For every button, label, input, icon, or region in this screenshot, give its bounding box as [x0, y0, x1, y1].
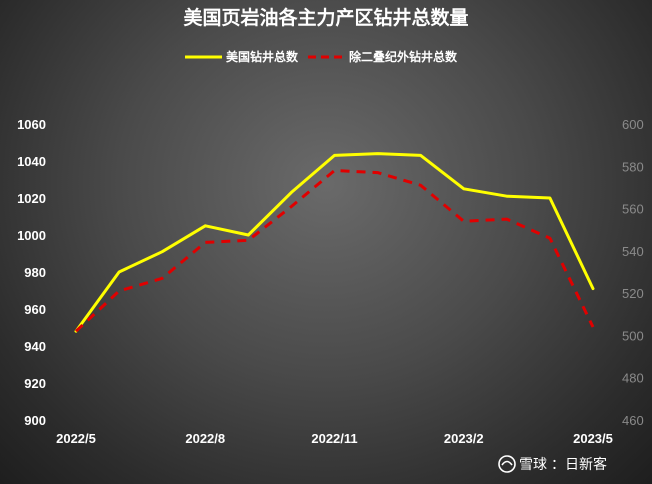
x-tick-label: 2023/2 — [444, 431, 484, 446]
y-right-tick-label: 500 — [622, 328, 644, 343]
series-line-us-total — [74, 152, 595, 333]
y-left-tick-label: 1040 — [17, 154, 46, 169]
y-right-tick-label: 460 — [622, 413, 644, 428]
x-tick-label: 2023/5 — [573, 431, 613, 446]
y-left-tick-label: 920 — [24, 376, 46, 391]
y-right-tick-label: 560 — [622, 202, 644, 217]
watermark-brand: 雪球 — [519, 456, 547, 472]
plot-area — [74, 152, 595, 333]
y-axis-left: 900 920 940 960 980 1000 1020 1040 1060 — [17, 117, 46, 428]
x-tick-label: 2022/11 — [311, 431, 357, 446]
y-left-tick-label: 900 — [24, 413, 46, 428]
x-tick-label: 2022/5 — [56, 431, 96, 446]
series-line-ex-permian — [74, 169, 595, 333]
legend-label-ex-permian: 除二叠纪外钻井总数 — [349, 49, 458, 64]
y-left-tick-label: 960 — [24, 302, 46, 317]
y-right-tick-label: 520 — [622, 286, 644, 301]
y-right-tick-label: 580 — [622, 159, 644, 174]
chart-title: 美国页岩油各主力产区钻井总数量 — [183, 6, 468, 29]
y-left-tick-label: 940 — [24, 339, 46, 354]
x-tick-label: 2022/8 — [185, 431, 225, 446]
y-left-tick-label: 980 — [24, 265, 46, 280]
y-left-tick-label: 1060 — [17, 117, 46, 132]
x-axis: 2022/5 2022/8 2022/11 2023/2 2023/5 — [56, 431, 613, 446]
y-axis-right: 460 480 500 520 540 560 580 600 — [622, 117, 644, 428]
y-left-tick-label: 1020 — [17, 191, 46, 206]
watermark-author: 日新客 — [565, 456, 607, 472]
legend: 美国钻井总数 除二叠纪外钻井总数 — [185, 49, 458, 64]
y-right-tick-label: 480 — [622, 371, 644, 386]
watermark: 雪球 ： 日新客 — [498, 455, 607, 473]
y-right-tick-label: 540 — [622, 244, 644, 259]
y-right-tick-label: 600 — [622, 117, 644, 132]
legend-label-us-total: 美国钻井总数 — [226, 49, 299, 64]
watermark-separator: ： — [551, 456, 565, 472]
snowball-logo-icon — [498, 455, 516, 473]
y-left-tick-label: 1000 — [17, 228, 46, 243]
